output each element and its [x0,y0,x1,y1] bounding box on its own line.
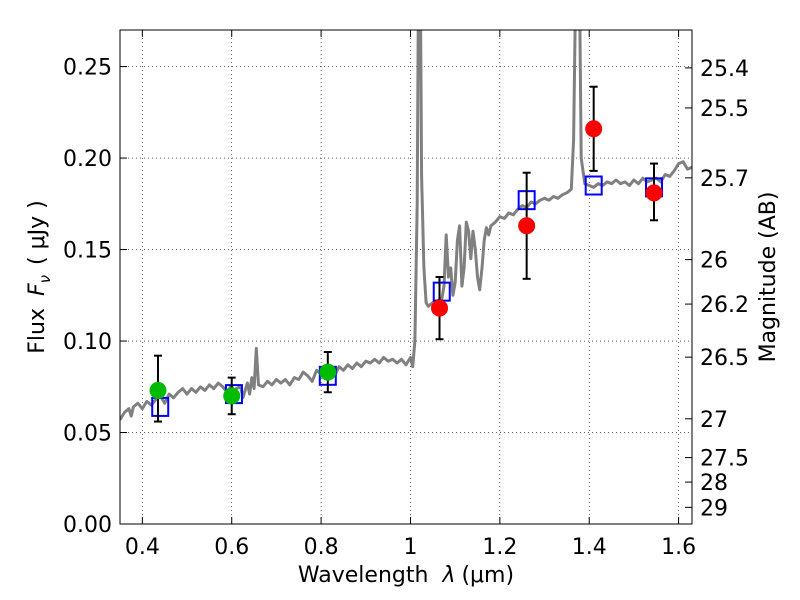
plot-area [120,30,692,423]
y2-tick-label: 28 [700,471,728,496]
x-tick-label: 1 [403,535,417,560]
y-tick-label: 0.00 [63,513,112,538]
x-axis-label: Wavelength λ (μm) [298,563,514,588]
y2-tick-label: 25.7 [700,167,749,192]
x-tick-label: 1.4 [572,535,607,560]
y2-tick-label: 26.5 [700,346,749,371]
y2-tick-label: 26 [700,249,728,274]
y-tick-label: 0.25 [63,56,112,81]
photometry-point [223,387,241,405]
photometry-point [319,363,337,381]
y2-tick-label: 29 [700,496,728,521]
x-tick-label: 1.2 [482,535,517,560]
y2-tick-label: 27 [700,408,728,433]
plot-frame [119,29,693,525]
x-tick-label: 1.6 [661,535,696,560]
photometry-point [431,299,449,317]
y2-tick-label: 26.2 [700,293,749,318]
y2-tick-label: 25.5 [700,97,749,122]
x-tick-label: 0.6 [214,535,249,560]
photometry-point [518,217,536,235]
photometry-point [645,184,663,202]
photometry-point [585,120,603,138]
y2-axis-label: Magnitude (AB) [756,192,781,363]
model-square-marker [584,175,603,196]
y-tick-label: 0.15 [63,239,112,264]
y-tick-label: 0.20 [63,147,112,172]
x-tick-label: 0.4 [125,535,160,560]
x-tick-label: 0.8 [304,535,339,560]
axis-ticks [120,30,692,525]
y-tick-label: 0.05 [63,422,112,447]
axis-tick-labels: 0.4 0.6 0.8 1 1.2 1.4 1.6 0.00 0.05 0.10 0.15 0.20 0… [63,56,749,560]
y-tick-label: 0.10 [63,330,112,355]
y2-tick-label: 25.4 [700,57,749,82]
photometry-point [149,381,167,399]
y2-tick-label: 27.5 [700,447,749,472]
y-axis-label: FluxFν( μJy ) [25,200,54,353]
